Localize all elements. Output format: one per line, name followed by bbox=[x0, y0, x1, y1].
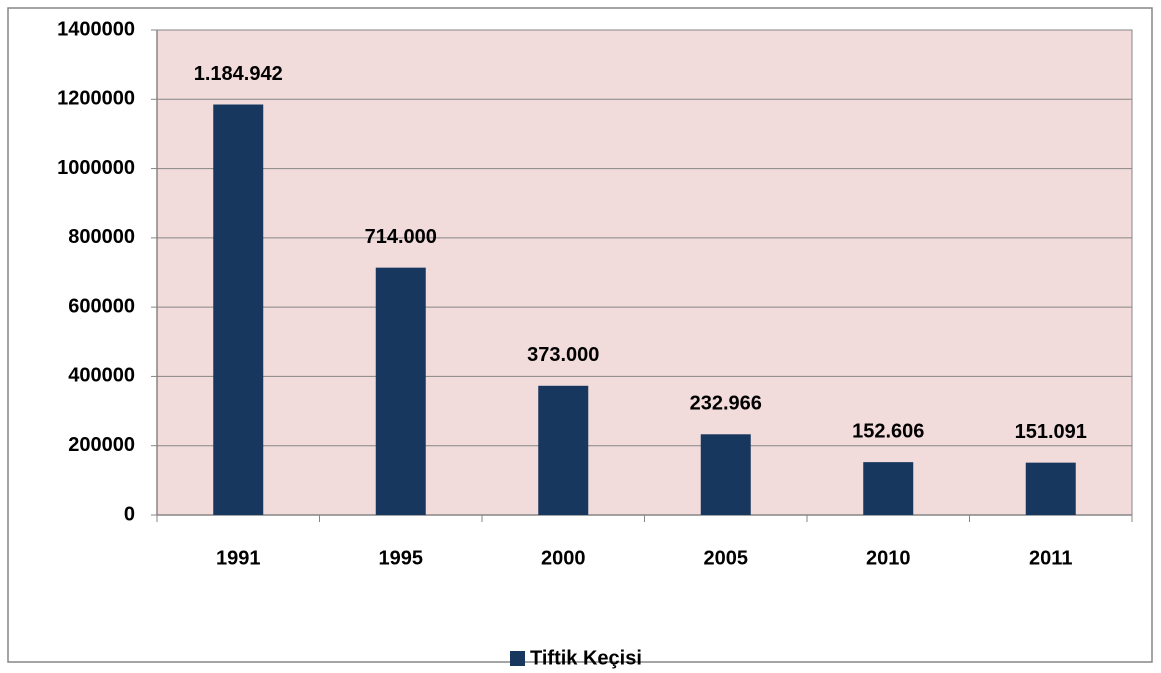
bar bbox=[1025, 462, 1076, 515]
bar bbox=[375, 267, 426, 515]
x-tick-label: 2005 bbox=[704, 547, 749, 569]
data-label: 152.606 bbox=[852, 420, 924, 442]
data-label: 1.184.942 bbox=[194, 63, 283, 85]
bar bbox=[538, 385, 589, 515]
legend-label: Tiftik Keçisi bbox=[530, 647, 642, 669]
plot-area bbox=[156, 29, 1133, 516]
y-tick-label: 200000 bbox=[68, 434, 135, 456]
data-label: 714.000 bbox=[365, 226, 437, 248]
data-label: 232.966 bbox=[690, 393, 762, 415]
y-tick-label: 0 bbox=[124, 503, 135, 525]
y-tick-label: 1000000 bbox=[57, 157, 135, 179]
bar bbox=[213, 104, 264, 516]
legend-swatch bbox=[510, 651, 525, 666]
x-tick-label: 2011 bbox=[1029, 547, 1072, 569]
bar bbox=[863, 462, 914, 515]
y-tick-label: 600000 bbox=[68, 295, 135, 317]
data-label: 373.000 bbox=[527, 344, 599, 366]
y-tick-label: 1400000 bbox=[57, 18, 135, 40]
x-tick-label: 1995 bbox=[379, 547, 424, 569]
data-label: 151.091 bbox=[1015, 421, 1087, 443]
x-tick-label: 2010 bbox=[866, 547, 911, 569]
bar bbox=[700, 434, 751, 515]
y-tick-label: 800000 bbox=[68, 226, 135, 248]
y-tick-label: 400000 bbox=[68, 365, 135, 387]
y-tick-label: 1200000 bbox=[57, 88, 135, 110]
x-tick-label: 1991 bbox=[216, 547, 261, 569]
x-tick-label: 2000 bbox=[541, 547, 586, 569]
